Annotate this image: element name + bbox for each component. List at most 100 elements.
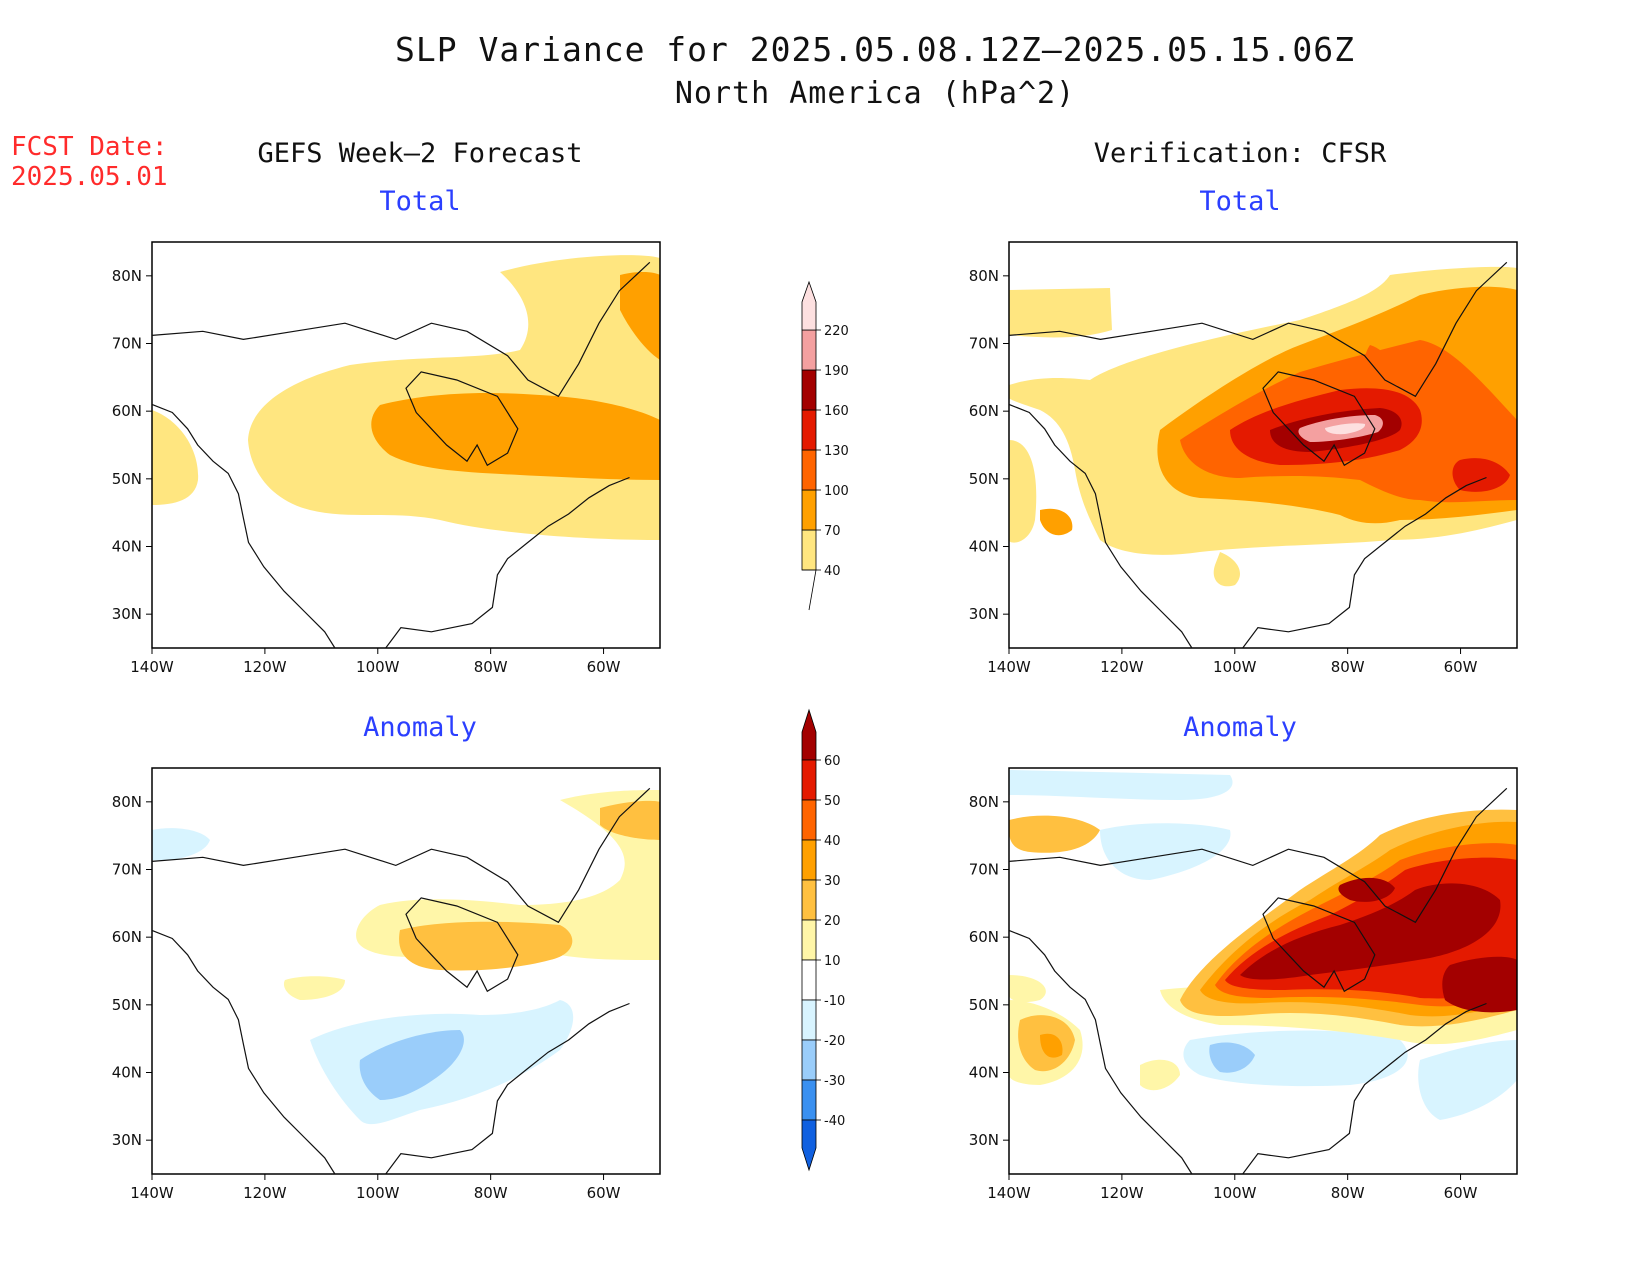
map-verification-anomaly <box>1009 770 1517 1120</box>
panel-title-forecast-anomaly: Anomaly <box>363 712 477 743</box>
lon-label: 140W <box>987 1184 1031 1202</box>
shade-20-30 <box>399 800 660 971</box>
lon-label: 80W <box>1331 658 1365 676</box>
colorbar-anomaly-label: 50 <box>824 794 841 809</box>
shade-neg10-neg20 <box>1009 770 1517 1120</box>
coastline-3-2 <box>1262 897 1376 993</box>
column-title-verification: Verification: CFSR <box>1093 138 1387 169</box>
colorbar-anomaly-label: -40 <box>824 1114 845 1129</box>
lon-label: 120W <box>243 658 287 676</box>
lat-label: 70N <box>969 861 999 879</box>
colorbar-anomaly-label: 30 <box>824 874 841 889</box>
colorbar-anomaly-swatch <box>801 1039 817 1081</box>
coastline-3-3 <box>1008 787 1508 924</box>
colorbar-anomaly-label: -10 <box>824 994 845 1009</box>
lon-label: 120W <box>243 1184 287 1202</box>
lon-label: 140W <box>130 658 174 676</box>
map-frame-tr <box>1008 241 1518 649</box>
lat-label: 60N <box>969 402 999 420</box>
coastlines <box>151 261 1508 1175</box>
coastline-1-2 <box>1262 371 1376 467</box>
coastline-1-0 <box>1008 403 1193 649</box>
lat-label: 70N <box>969 335 999 353</box>
colorbar-anomaly-label: 60 <box>824 754 841 769</box>
figure-title-line2: North America (hPa^2) <box>674 76 1076 111</box>
colorbar-total-label: 190 <box>824 364 849 379</box>
lat-label: 30N <box>112 605 142 623</box>
colorbar-anomaly-label: 40 <box>824 834 841 849</box>
map-axes: 80N 70N 60N 50N 40N 30N 140W 120W 100W 80W 60W 80N 7… <box>112 267 1478 1202</box>
coastline-3-1 <box>1242 1002 1487 1175</box>
lon-label: 60W <box>1444 1184 1478 1202</box>
map-frame-tl <box>151 241 661 649</box>
lon-label: 80W <box>474 1184 508 1202</box>
lon-label: 100W <box>1213 658 1257 676</box>
lat-label: 50N <box>112 470 142 488</box>
coastline-0-2 <box>405 371 519 467</box>
colorbar-anomaly-label: 20 <box>824 914 841 929</box>
lon-label: 80W <box>474 658 508 676</box>
panel-title-verification-total: Total <box>1199 186 1281 217</box>
colorbar-anomaly: 60 50 40 30 20 10 -10 -20 -30 -40 <box>801 708 845 1172</box>
lat-label: 40N <box>969 538 999 556</box>
colorbar-anomaly-swatch <box>801 999 817 1041</box>
map-frame-br <box>1008 767 1518 1175</box>
colorbar-anomaly-swatch <box>801 799 817 841</box>
coastline-1-1 <box>1242 476 1487 649</box>
lon-label: 60W <box>1444 658 1478 676</box>
coastline-0-1 <box>385 476 630 649</box>
lon-label: 120W <box>1100 1184 1144 1202</box>
column-title-forecast: GEFS Week–2 Forecast <box>257 138 583 169</box>
map-forecast-total <box>152 255 660 540</box>
shade-neg10-neg20 <box>152 828 574 1125</box>
colorbar-total-swatch <box>801 409 817 451</box>
lon-label: 100W <box>1213 1184 1257 1202</box>
colorbar-total-swatch <box>801 449 817 491</box>
coastline-2-1 <box>385 1002 630 1175</box>
colorbar-anomaly-swatch <box>801 1119 817 1172</box>
lat-label: 30N <box>112 1131 142 1149</box>
coastline-2-3 <box>151 787 651 924</box>
lat-label: 40N <box>112 1064 142 1082</box>
coastline-1-3 <box>1008 261 1508 398</box>
panel-title-forecast-total: Total <box>379 186 461 217</box>
lon-label: 80W <box>1331 1184 1365 1202</box>
lat-label: 50N <box>112 996 142 1014</box>
shade-40-70 <box>152 255 660 540</box>
shade-neg20-neg30 <box>1209 1042 1255 1073</box>
lon-label: 100W <box>356 1184 400 1202</box>
colorbar-total-swatch <box>801 489 817 531</box>
colorbar-total-label: 160 <box>824 404 849 419</box>
lon-label: 100W <box>356 658 400 676</box>
lon-label: 140W <box>130 1184 174 1202</box>
lat-label: 50N <box>969 996 999 1014</box>
colorbar-anomaly-swatch <box>801 959 817 1001</box>
lon-label: 60W <box>587 658 621 676</box>
colorbar-total: 40 70 100 130 160 190 220 <box>801 280 849 611</box>
shade-neg20-neg30 <box>359 1030 464 1100</box>
colorbar-total-label: 100 <box>824 484 849 499</box>
colorbar-anomaly-swatch <box>801 1079 817 1121</box>
colorbar-total-swatch <box>801 369 817 411</box>
lat-label: 60N <box>969 928 999 946</box>
colorbar-total-label: 220 <box>824 324 849 339</box>
colorbar-total-label: 40 <box>824 564 841 579</box>
coastline-0-0 <box>151 403 336 649</box>
lat-label: 80N <box>969 267 999 285</box>
coastline-2-2 <box>405 897 519 993</box>
map-verification-total <box>1009 266 1517 587</box>
coastline-3-0 <box>1008 929 1193 1175</box>
colorbar-total-label: 130 <box>824 444 849 459</box>
shade-60-plus <box>1240 877 1517 1013</box>
lat-label: 60N <box>112 402 142 420</box>
colorbar-anomaly-label: -20 <box>824 1034 845 1049</box>
colorbar-anomaly-swatch <box>801 879 817 921</box>
fcst-date-value: 2025.05.01 <box>11 162 168 192</box>
lat-label: 40N <box>112 538 142 556</box>
shade-70-100 <box>371 271 660 480</box>
colorbar-anomaly-swatch <box>801 839 817 881</box>
map-forecast-anomaly <box>152 790 660 1125</box>
lat-label: 50N <box>969 470 999 488</box>
colorbar-anomaly-swatch <box>801 708 817 761</box>
